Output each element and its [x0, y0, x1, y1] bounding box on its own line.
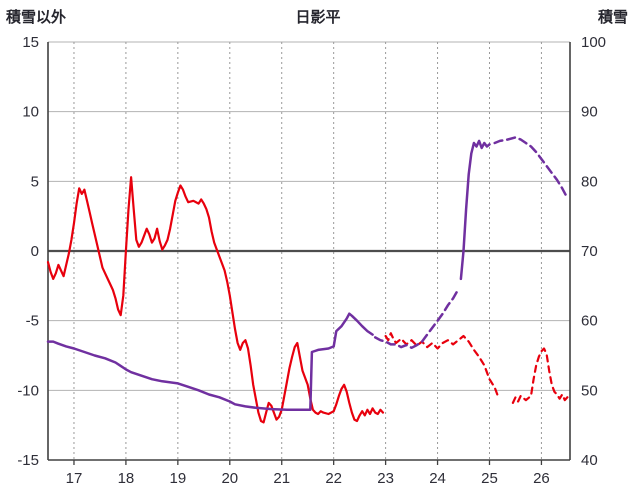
axis-frame — [47, 42, 571, 461]
right-axis-tick-label: 50 — [581, 382, 598, 399]
red-line-dashed-segment — [511, 347, 569, 404]
left-axis-tick-label: -15 — [17, 452, 39, 469]
right-axis-tick-label: 90 — [581, 104, 598, 121]
x-axis-tick-label: 25 — [481, 470, 498, 487]
right-axis-tick-label: 70 — [581, 243, 598, 260]
purple-line-solid-segment — [459, 139, 491, 281]
x-axis-tick-label: 20 — [221, 470, 238, 487]
x-axis-tick-label: 18 — [118, 470, 135, 487]
x-axis-tick-label: 21 — [273, 470, 290, 487]
x-axis-tick-label: 17 — [66, 470, 83, 487]
x-axis-tick-label: 23 — [377, 470, 394, 487]
right-axis-tick-label: 60 — [581, 313, 598, 330]
left-axis-tick-label: 5 — [31, 173, 39, 190]
left-axis-tick-label: -10 — [17, 382, 39, 399]
right-axis-title: 積雪 — [597, 9, 628, 26]
left-axis-title: 積雪以外 — [6, 9, 67, 26]
purple-line-dashed-segment — [493, 136, 569, 200]
left-axis-tick-label: 0 — [31, 243, 39, 260]
left-axis-tick-label: 15 — [22, 34, 39, 51]
right-axis-tick-label: 40 — [581, 452, 598, 469]
x-axis-tick-label: 19 — [170, 470, 187, 487]
left-axis-tick-label: 10 — [22, 104, 39, 121]
red-line — [46, 176, 569, 424]
red-line-solid-segment — [46, 176, 385, 424]
right-axis-tick-label: 80 — [581, 173, 598, 190]
right-axis-tick-label: 100 — [581, 34, 606, 51]
x-axis-tick-label: 22 — [325, 470, 342, 487]
purple-line-solid-segment — [46, 312, 374, 412]
purple-line — [46, 136, 569, 412]
left-axis-tick-label: -5 — [26, 313, 39, 330]
purple-line-dashed-segment — [373, 288, 460, 350]
x-axis-tick-label: 24 — [429, 470, 446, 487]
red-line-dashed-segment — [384, 332, 499, 396]
vertical-gridlines — [73, 42, 543, 465]
chart-title: 日影平 — [295, 9, 341, 26]
x-axis-tick-label: 26 — [533, 470, 550, 487]
